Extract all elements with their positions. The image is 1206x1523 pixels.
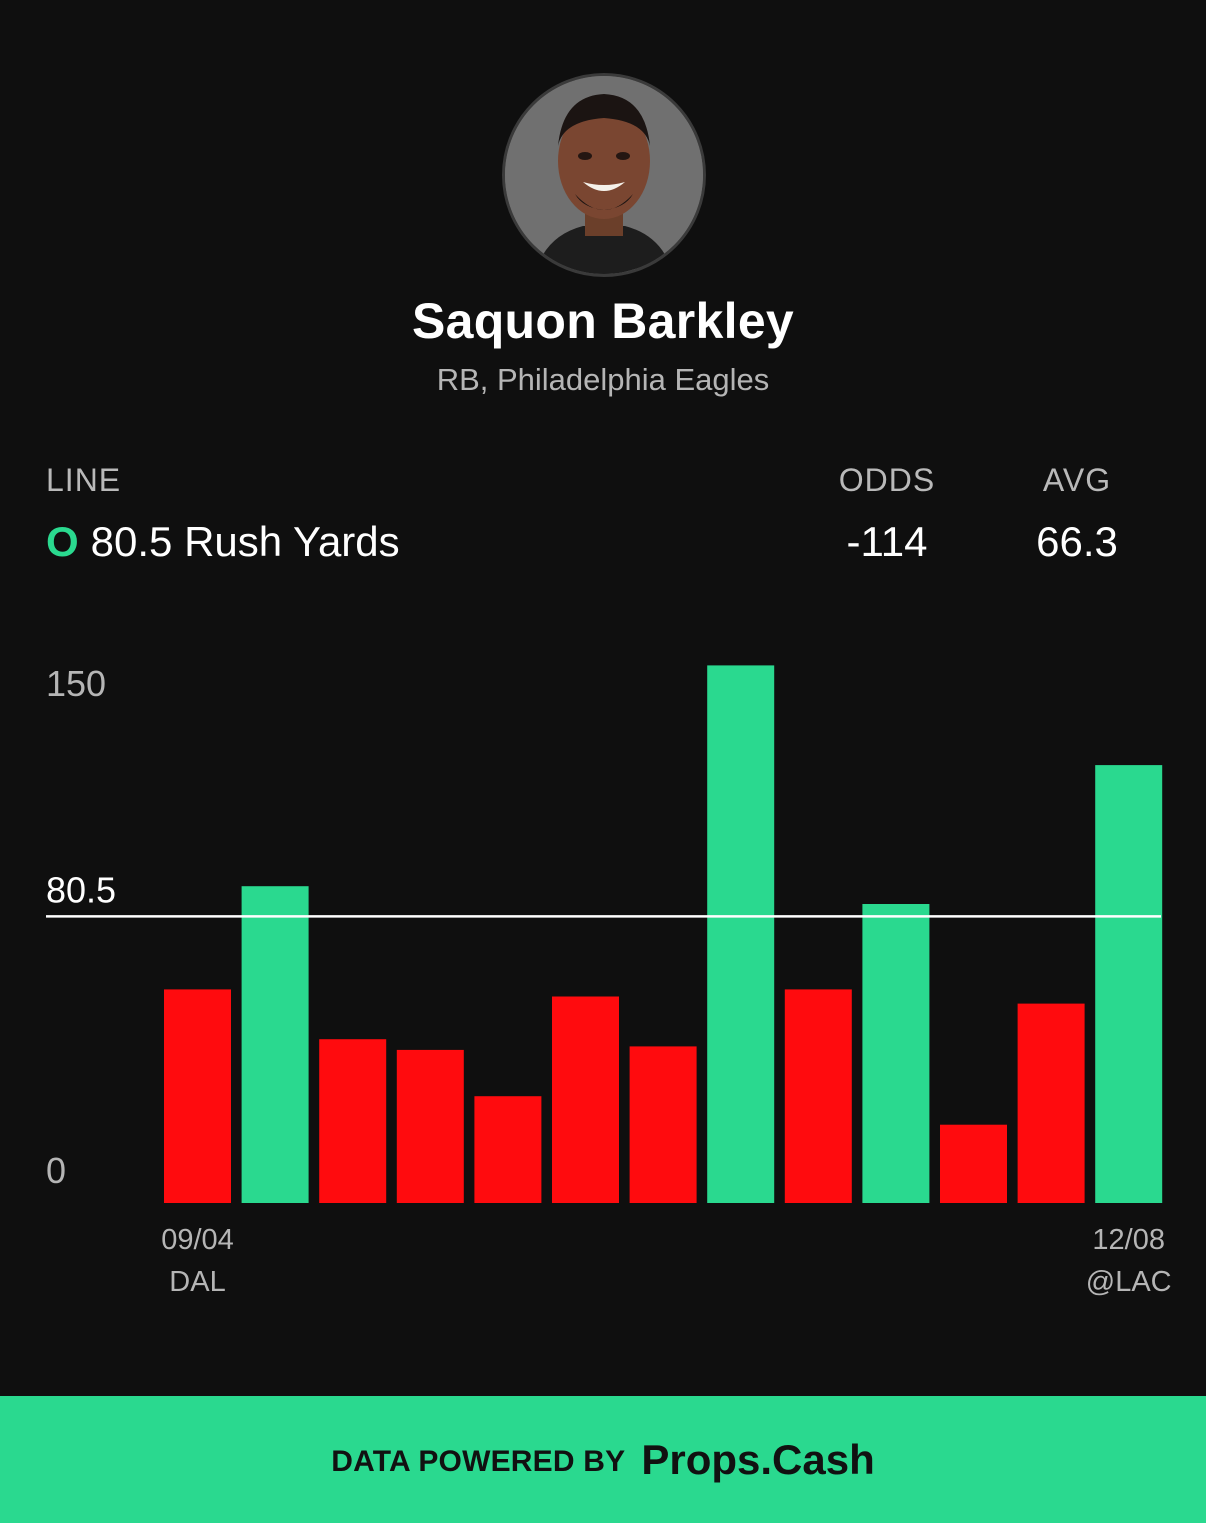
x-tick-date: 09/04 bbox=[161, 1224, 234, 1256]
footer-banner: DATA POWERED BY Props.Cash bbox=[0, 1396, 1206, 1523]
bar bbox=[1095, 765, 1163, 1203]
brand-logo: Props.Cash bbox=[641, 1435, 875, 1483]
bar bbox=[396, 1049, 464, 1203]
avg-value: 66.3 bbox=[1036, 518, 1118, 565]
bar bbox=[474, 1096, 542, 1203]
bar bbox=[707, 665, 775, 1203]
bar bbox=[164, 989, 231, 1203]
bar bbox=[629, 1046, 697, 1203]
bar bbox=[1017, 1003, 1085, 1203]
line-value: O 80.5 Rush Yards bbox=[46, 518, 400, 566]
player-name: Saquon Barkley bbox=[411, 293, 795, 349]
odds-label: ODDS bbox=[838, 462, 936, 498]
bar bbox=[319, 1039, 387, 1203]
bar bbox=[552, 996, 619, 1203]
avg-label: AVG bbox=[1042, 462, 1112, 498]
over-marker: O bbox=[46, 518, 79, 565]
player-position-team: RB, Philadelphia Eagles bbox=[436, 362, 770, 397]
bar bbox=[862, 904, 930, 1203]
odds-value: -114 bbox=[846, 518, 928, 565]
threshold-label: 80.5 bbox=[46, 869, 116, 910]
bar bbox=[940, 1124, 1007, 1203]
bar bbox=[784, 989, 852, 1203]
player-avatar bbox=[502, 73, 706, 277]
y-tick-label: 0 bbox=[46, 1150, 66, 1191]
x-tick-date: 12/08 bbox=[1092, 1224, 1165, 1256]
x-tick-opponent: DAL bbox=[169, 1266, 225, 1298]
line-text: 80.5 Rush Yards bbox=[90, 518, 400, 565]
footer-text: DATA POWERED BY bbox=[331, 1444, 626, 1478]
y-tick-label: 150 bbox=[46, 663, 106, 704]
line-label: LINE bbox=[46, 462, 122, 498]
x-tick-opponent: @LAC bbox=[1086, 1266, 1172, 1298]
bar bbox=[241, 886, 309, 1203]
